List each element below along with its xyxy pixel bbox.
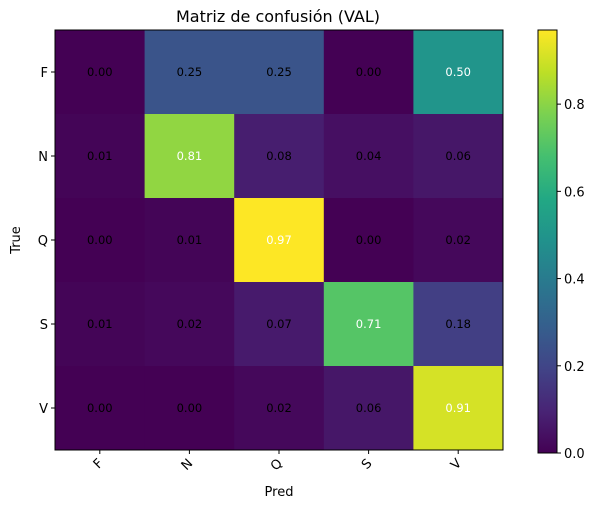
cell-value-label: 0.25 [266,65,292,79]
cell-value-label: 0.71 [356,317,382,331]
cell-value-label: 0.00 [87,233,113,247]
cell-value-label: 0.01 [177,233,203,247]
colorbar-tick-label: 0.0 [564,447,585,462]
cell-value-label: 0.00 [177,401,203,415]
cell-value-label: 0.18 [445,317,471,331]
cell-value-label: 0.04 [356,149,382,163]
y-tick-label: S [40,318,48,333]
cell-value-label: 0.06 [356,401,382,415]
x-tick-label: V [448,456,465,473]
cell-value-label: 0.08 [266,149,292,163]
x-tick-label: Q [268,456,286,474]
colorbar-tick-label: 0.4 [564,273,585,288]
chart-title: Matriz de confusión (VAL) [176,7,380,26]
cell-value-label: 0.25 [177,65,203,79]
cell-value-label: 0.00 [87,65,113,79]
x-axis-label: Pred [265,485,294,500]
heatmap-cell [234,114,325,199]
heatmap-cell [144,198,235,283]
colorbar-tick-label: 0.8 [564,98,585,113]
x-tick-label: F [91,456,107,472]
cell-value-label: 0.02 [445,233,471,247]
cell-value-label: 0.02 [177,317,203,331]
heatmap-cell [413,198,504,283]
x-tick-label: S [359,456,375,472]
heatmap-cell [323,114,414,199]
cell-value-label: 0.50 [445,65,471,79]
heatmap-cell [323,30,414,115]
heatmap-cell [144,114,235,199]
heatmap-cell [234,366,325,451]
cell-value-label: 0.01 [87,149,113,163]
y-tick-label: F [41,66,48,81]
heatmap-cell [413,366,504,451]
cell-value-label: 0.00 [87,401,113,415]
heatmap-cell [144,366,235,451]
y-axis-ticks: F N Q S V [38,66,55,417]
heatmap-cell [234,198,325,283]
cell-value-label: 0.01 [87,317,113,331]
y-tick-label: Q [38,234,48,249]
heatmap-cell [234,282,325,367]
cell-value-label: 0.00 [356,233,382,247]
heatmap-cell [413,114,504,199]
heatmap-cell [144,282,235,367]
colorbar-tick-label: 0.6 [564,185,585,200]
x-tick-label: N [179,456,196,473]
heatmap-cell [323,198,414,283]
cell-value-label: 0.97 [266,233,292,247]
cell-value-label: 0.81 [177,149,203,163]
y-tick-label: N [38,150,48,165]
heatmap-cell [55,114,146,199]
colorbar-tick-label: 0.2 [564,360,585,375]
heatmap-cell [413,30,504,115]
y-tick-label: V [39,402,48,417]
colorbar-gradient [537,29,558,454]
heatmap-cell [55,366,146,451]
heatmap-cell [55,30,146,115]
heatmap-cell [323,366,414,451]
heatmap-cell [234,30,325,115]
colorbar: 0.0 0.2 0.4 0.6 0.8 [537,29,585,462]
cell-value-label: 0.91 [445,401,471,415]
heatmap-cell [144,30,235,115]
heatmap-cell [413,282,504,367]
heatmap-cell [55,282,146,367]
cell-value-label: 0.00 [356,65,382,79]
heatmap-cells: 0.00 0.25 0.25 0.00 0.50 0.01 0.81 0.08 0.04 0.06… [55,30,504,451]
cell-value-label: 0.06 [445,149,471,163]
heatmap-cell [55,198,146,283]
cell-value-label: 0.02 [266,401,292,415]
heatmap-cell [323,282,414,367]
y-axis-label: True [9,226,24,255]
cell-value-label: 0.07 [266,317,292,331]
